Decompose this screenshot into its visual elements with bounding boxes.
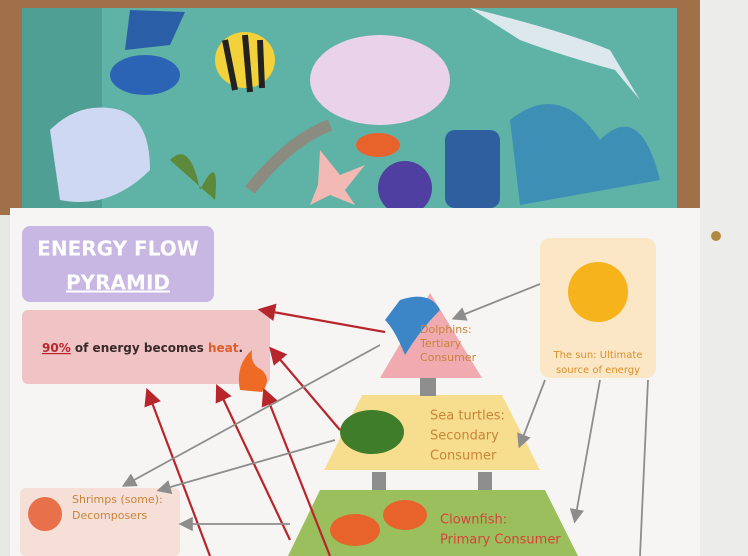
- percent: 90%: [42, 341, 71, 355]
- sun-label: source of energy: [556, 365, 640, 376]
- turtle-icon: [340, 410, 404, 454]
- decomposer-label: Shrimps (some):: [72, 493, 163, 506]
- wall: [700, 0, 748, 556]
- decomposer-label: Decomposers: [72, 509, 147, 522]
- hook: [711, 231, 721, 241]
- sun-label: The sun: Ultimate: [553, 350, 643, 361]
- level-label: Consumer: [430, 449, 497, 464]
- heat-end: .: [238, 341, 243, 355]
- clownfish-icon: [383, 500, 427, 530]
- level-label: Primary Consumer: [440, 533, 561, 548]
- scene: ENERGY FLOW PYRAMID 90% of energy become…: [0, 0, 748, 556]
- heat-word: heat: [208, 341, 239, 355]
- heat-text: of energy becomes: [71, 341, 208, 355]
- flow-arrow: [478, 472, 492, 490]
- flow-arrow: [420, 378, 436, 396]
- level-label: Clownfish:: [440, 513, 507, 528]
- shrimp-icon: [28, 497, 62, 531]
- level-label: Sea turtles:: [430, 409, 505, 424]
- flow-arrow: [372, 472, 386, 490]
- sun-icon: [568, 262, 628, 322]
- page: {"poster": { "title": ["ENERGY FLOW", "P…: [0, 0, 748, 556]
- heat-note: 90% of energy becomes heat.: [42, 341, 243, 355]
- level-label: Tertiary: [419, 337, 462, 350]
- level-label: Consumer: [420, 351, 477, 364]
- title: ENERGY FLOW: [37, 237, 199, 261]
- level-label: Secondary: [430, 429, 499, 444]
- title: PYRAMID: [66, 271, 170, 295]
- clownfish-icon: [330, 514, 380, 546]
- level-label: Dolphins:: [420, 323, 472, 336]
